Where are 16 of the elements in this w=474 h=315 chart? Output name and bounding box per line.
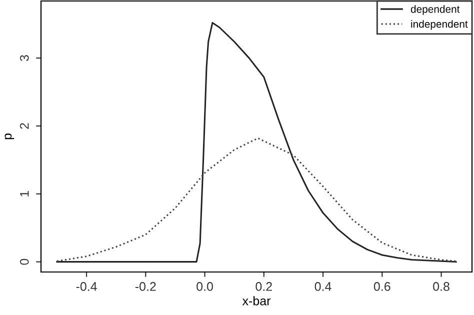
- x-tick-label: 0.2: [256, 282, 272, 291]
- x-tick-label: 0.6: [374, 282, 390, 291]
- x-tick-label: -0.4: [76, 282, 97, 291]
- x-tick-label: 0.8: [433, 282, 450, 291]
- y-tick-label: 1: [20, 191, 29, 196]
- x-tick-label: 0.4: [314, 282, 332, 291]
- y-tick-label: 0: [20, 258, 29, 265]
- y-axis-title: p: [4, 134, 14, 140]
- x-tick-label: 0.0: [196, 282, 213, 291]
- y-tick-label: 2: [20, 123, 29, 129]
- y-tick-label: 3: [20, 55, 29, 62]
- x-tick-label: -0.2: [135, 282, 156, 291]
- legend-label: independent: [411, 20, 468, 30]
- legend-label: dependent: [410, 5, 460, 15]
- line-series: [56, 137, 457, 262]
- x-axis-title: x-bar: [242, 296, 271, 306]
